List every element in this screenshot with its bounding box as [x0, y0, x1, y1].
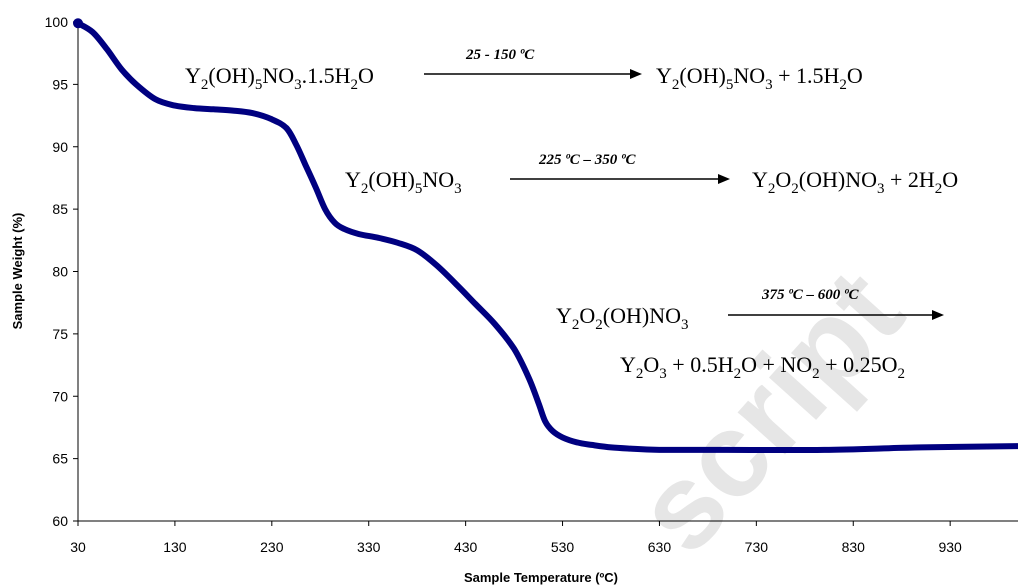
x-tick-label: 30: [70, 539, 86, 555]
formula-subscript: 2: [791, 181, 799, 197]
formula-subscript: 2: [935, 181, 943, 197]
formula-subscript: 2: [672, 77, 680, 93]
formula-text: + 0.25O: [820, 352, 898, 377]
formula-subscript: 3: [454, 181, 462, 197]
reaction-2-formula: Y2(OH)5NO3: [345, 167, 462, 197]
formula-subscript: 2: [812, 366, 820, 382]
reaction-2-condition: 225 ºC – 350 ºC: [538, 152, 636, 168]
y-tick-label: 75: [52, 326, 68, 342]
x-tick-label: 530: [551, 539, 575, 555]
formula-text: O + NO: [741, 352, 812, 377]
formula-text: NO: [733, 63, 765, 88]
formula-text: (OH): [208, 63, 254, 88]
reaction-3-arrowhead: [932, 310, 944, 320]
x-tick-label: 730: [745, 539, 769, 555]
x-tick-label: 930: [938, 539, 962, 555]
formula-text: O: [358, 63, 374, 88]
formula-text: Y: [556, 303, 572, 328]
reaction-3-product: Y2O3 + 0.5H2O + NO2 + 0.25O2: [620, 352, 905, 382]
formula-text: .1.5H: [302, 63, 351, 88]
formula-text: O: [775, 167, 791, 192]
y-tick-label: 60: [52, 513, 68, 529]
x-axis-title: Sample Temperature (ºC): [464, 570, 618, 585]
formula-text: NO: [262, 63, 294, 88]
reaction-1-arrowhead: [630, 69, 642, 79]
y-tick-label: 85: [52, 201, 68, 217]
reaction-3-condition: 375 ºC – 600 ºC: [761, 287, 859, 303]
formula-subscript: 3: [294, 77, 302, 93]
formula-subscript: 2: [572, 317, 580, 333]
reaction-2-arrowhead: [718, 174, 730, 184]
formula-subscript: 3: [765, 77, 773, 93]
formula-text: NO: [422, 167, 454, 192]
formula-text: O: [847, 63, 863, 88]
x-tick-label: 430: [454, 539, 478, 555]
reaction-1-product: Y2(OH)5NO3 + 1.5H2O: [656, 63, 863, 93]
formula-subscript: 2: [839, 77, 847, 93]
formula-subscript: 5: [726, 77, 734, 93]
y-ticks: 60 65 70 75 80 85 90 95 100: [45, 14, 78, 529]
reaction-2-product: Y2O2(OH)NO3 + 2H2O: [752, 167, 958, 197]
formula-subscript: 2: [351, 77, 359, 93]
formula-text: O: [942, 167, 958, 192]
x-tick-label: 230: [260, 539, 284, 555]
y-tick-label: 70: [52, 388, 68, 404]
x-tick-label: 330: [357, 539, 381, 555]
reaction-3-formula: Y2O2(OH)NO3: [556, 303, 688, 333]
formula-subscript: 2: [595, 317, 603, 333]
y-axis-title: Sample Weight (%): [10, 213, 25, 330]
y-tick-label: 80: [52, 264, 68, 280]
formula-text: O: [643, 352, 659, 377]
formula-subscript: 3: [681, 317, 689, 333]
reaction-1-formula: Y2(OH)5NO3.1.5H2O: [185, 63, 374, 93]
y-tick-label: 65: [52, 451, 68, 467]
x-ticks: 30 130 230 330 430 530 630 730 830 930: [70, 521, 962, 555]
formula-text: Y: [620, 352, 636, 377]
formula-text: Y: [656, 63, 672, 88]
formula-subscript: 5: [415, 181, 423, 197]
formula-text: O: [579, 303, 595, 328]
formula-subscript: 2: [201, 77, 209, 93]
formula-text: + 0.5H: [667, 352, 734, 377]
formula-text: Y: [345, 167, 361, 192]
formula-text: (OH): [679, 63, 725, 88]
formula-text: (OH)NO: [603, 303, 681, 328]
x-tick-label: 630: [648, 539, 672, 555]
formula-subscript: 2: [897, 366, 905, 382]
formula-text: Y: [185, 63, 201, 88]
x-tick-label: 130: [163, 539, 187, 555]
series-line-sample-weight: [75, 20, 1018, 454]
formula-subscript: 5: [255, 77, 263, 93]
formula-subscript: 2: [768, 181, 776, 197]
y-tick-label: 95: [52, 76, 68, 92]
formula-text: (OH): [368, 167, 414, 192]
formula-text: Y: [752, 167, 768, 192]
x-tick-label: 830: [842, 539, 866, 555]
formula-text: + 2H: [884, 167, 934, 192]
formula-subscript: 2: [734, 366, 742, 382]
reaction-annotations: Y2(OH)5NO3.1.5H2O 25 - 150 ºC Y2(OH)5NO3…: [185, 47, 958, 382]
y-tick-label: 100: [45, 14, 69, 30]
reaction-1-condition: 25 - 150 ºC: [465, 47, 535, 63]
y-tick-label: 90: [52, 139, 68, 155]
formula-subscript: 3: [877, 181, 885, 197]
formula-subscript: 2: [636, 366, 644, 382]
formula-text: (OH)NO: [799, 167, 877, 192]
formula-text: + 1.5H: [773, 63, 840, 88]
formula-subscript: 2: [361, 181, 369, 197]
series-start-marker: [73, 18, 83, 29]
formula-subscript: 3: [659, 366, 667, 382]
